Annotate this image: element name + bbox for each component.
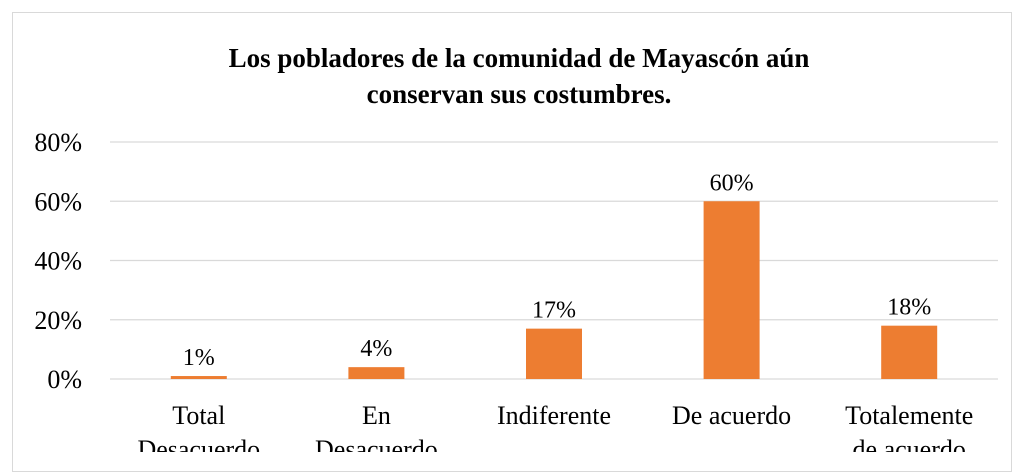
bar [703, 201, 760, 379]
data-labels: 1% 4% 17% 60% 18% [183, 170, 931, 371]
y-tick-label: 0% [47, 365, 82, 394]
gridlines [110, 141, 998, 380]
data-label: 18% [887, 295, 931, 321]
data-label: 1% [183, 345, 215, 371]
x-category-label: Totalemente [845, 401, 973, 430]
chart-title: Los pobladores de la comunidad de Mayasc… [229, 43, 810, 109]
bar-chart: Los pobladores de la comunidad de Mayasc… [34, 43, 998, 452]
x-category-label: Indiferente [497, 401, 611, 430]
y-tick-label: 80% [34, 128, 82, 157]
x-category-label: De acuerdo [672, 401, 791, 430]
y-axis-ticks: 0% 20% 40% 60% 80% [34, 128, 82, 394]
chart-title-line: Los pobladores de la comunidad de Mayasc… [229, 43, 810, 73]
x-category-label: Desacuerdo [315, 435, 438, 452]
y-tick-label: 60% [34, 187, 82, 216]
x-category-label: Desacuerdo [137, 435, 260, 452]
data-label: 4% [360, 336, 392, 362]
x-category-label: En [362, 401, 391, 430]
y-tick-label: 20% [34, 306, 82, 335]
chart-frame [12, 12, 1012, 472]
x-axis-categories: Total Desacuerdo En Desacuerdo Indiferente De… [137, 401, 973, 452]
bar [526, 328, 582, 379]
bar [348, 367, 405, 379]
bars [170, 201, 938, 379]
x-category-label: Total [172, 401, 225, 430]
bar [170, 376, 227, 379]
data-label: 60% [710, 170, 754, 196]
y-tick-label: 40% [34, 247, 82, 276]
chart-title-line: conservan sus costumbres. [367, 79, 672, 109]
data-label: 17% [532, 298, 576, 324]
bar [881, 325, 938, 379]
x-category-label: de acuerdo [853, 435, 966, 452]
